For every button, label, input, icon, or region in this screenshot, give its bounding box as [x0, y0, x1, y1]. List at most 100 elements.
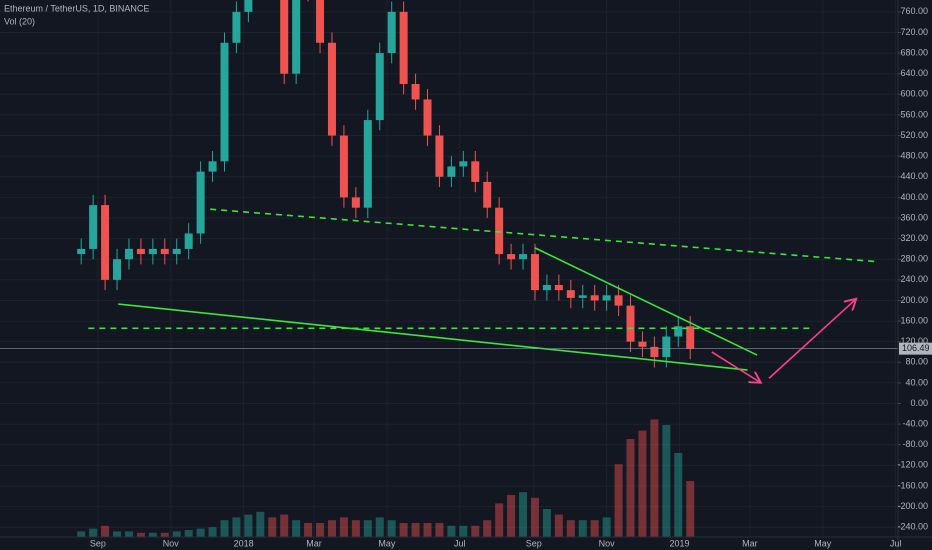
x-tick-label: Sep: [90, 538, 106, 548]
volume-bar: [101, 525, 110, 537]
chart-title: Ethereum / TetherUS, 1D, BINANCE: [4, 3, 149, 13]
volume-bar: [351, 520, 360, 537]
y-tick-label: 480.00: [900, 151, 928, 161]
x-tick-label: Jul: [454, 538, 466, 548]
candle-body: [602, 295, 611, 301]
x-tick-label: May: [814, 538, 832, 548]
y-tick-label: -240.00: [897, 522, 928, 532]
volume-bar: [674, 453, 683, 537]
volume-bar: [686, 481, 695, 537]
candle-body: [411, 84, 420, 100]
volume-bar: [483, 520, 492, 537]
volume-bar: [411, 523, 420, 537]
y-tick-label: -120.00: [897, 460, 928, 470]
y-tick-label: 160.00: [900, 315, 928, 325]
candle-body: [590, 295, 599, 301]
candle-body: [148, 248, 157, 255]
y-tick-label: 440.00: [900, 171, 928, 181]
volume-bar: [602, 517, 611, 537]
candle-body: [614, 295, 623, 306]
last-price-label: 106.49: [902, 343, 930, 353]
candle-body: [626, 305, 635, 342]
volume-bar: [280, 514, 289, 537]
candle-body: [101, 205, 110, 280]
candle-body: [435, 135, 444, 177]
volume-bar: [113, 531, 122, 537]
candle-body: [220, 42, 229, 162]
candle-body: [375, 53, 384, 121]
volume-bar: [459, 525, 468, 537]
candle-body: [208, 161, 217, 172]
volume-bar: [435, 523, 444, 537]
candle-body: [196, 171, 205, 234]
y-tick-label: 680.00: [900, 47, 928, 57]
y-tick-label: 600.00: [900, 89, 928, 99]
drawings: [0, 208, 898, 382]
volume-bar: [220, 520, 229, 537]
y-tick-label: 120.00: [900, 336, 928, 346]
candle-body: [578, 295, 587, 298]
candle-body: [399, 11, 408, 85]
candle-body: [172, 248, 181, 255]
trend-line: [210, 208, 879, 263]
x-tick-label: 2019: [669, 538, 689, 548]
volume-bar: [339, 517, 348, 537]
candle-body: [530, 254, 539, 291]
y-tick-label: 640.00: [900, 68, 928, 78]
candle-body: [327, 42, 336, 136]
volume-bar: [196, 528, 205, 537]
candle-body: [89, 205, 98, 249]
candle-body: [423, 99, 432, 136]
volume-bar: [542, 509, 551, 537]
candle-body: [483, 181, 492, 208]
volume-bar: [638, 430, 647, 537]
grid: [0, 0, 898, 537]
volume-bar: [626, 439, 635, 537]
last-price-tag: [899, 342, 932, 355]
candle-body: [136, 248, 145, 255]
x-tick-label: Jul: [890, 538, 902, 548]
candle-body: [232, 11, 241, 43]
volume-bar: [423, 523, 432, 537]
candle-body: [113, 259, 122, 280]
volume-bar: [375, 517, 384, 537]
volume-bar: [399, 523, 408, 537]
volume-bar: [256, 511, 265, 537]
volume-bar: [148, 532, 157, 537]
candle-body: [554, 284, 563, 291]
volume-bar: [136, 532, 145, 537]
volume-bar: [363, 520, 372, 537]
candle-body: [459, 161, 468, 167]
axes: 760.00 720.00 680.00 640.00 600.00 560.00 520.…: [90, 6, 932, 548]
x-tick-label: Mar: [742, 538, 758, 548]
y-tick-label: 760.00: [900, 6, 928, 16]
volume-bar: [590, 520, 599, 537]
volume-bar: [566, 520, 575, 537]
volume-bar: [614, 464, 623, 537]
volume-bar: [507, 495, 516, 537]
volume-bar: [232, 517, 241, 537]
candle-body: [316, 0, 325, 43]
candle-body: [507, 254, 516, 260]
candle-body: [244, 0, 253, 12]
candle-body: [160, 248, 169, 255]
volume-bar: [208, 527, 217, 537]
candle-body: [674, 326, 683, 337]
x-tick-label: Sep: [526, 538, 542, 548]
volume-bar: [578, 520, 587, 537]
y-tick-label: -80.00: [902, 439, 928, 449]
candle-body: [339, 135, 348, 198]
y-tick-label: -40.00: [902, 419, 928, 429]
trend-line: [118, 303, 748, 371]
y-tick-label: 80.00: [905, 357, 928, 367]
candle-body: [387, 11, 396, 54]
volume-bar: [244, 514, 253, 537]
y-tick-label: 320.00: [900, 233, 928, 243]
candle-body: [447, 166, 456, 177]
volume-bar: [160, 532, 169, 537]
volume-bar: [292, 520, 301, 537]
volume-bar: [268, 517, 277, 537]
x-tick-label: May: [378, 538, 396, 548]
volume-bar: [172, 531, 181, 537]
candle-body: [280, 0, 289, 74]
